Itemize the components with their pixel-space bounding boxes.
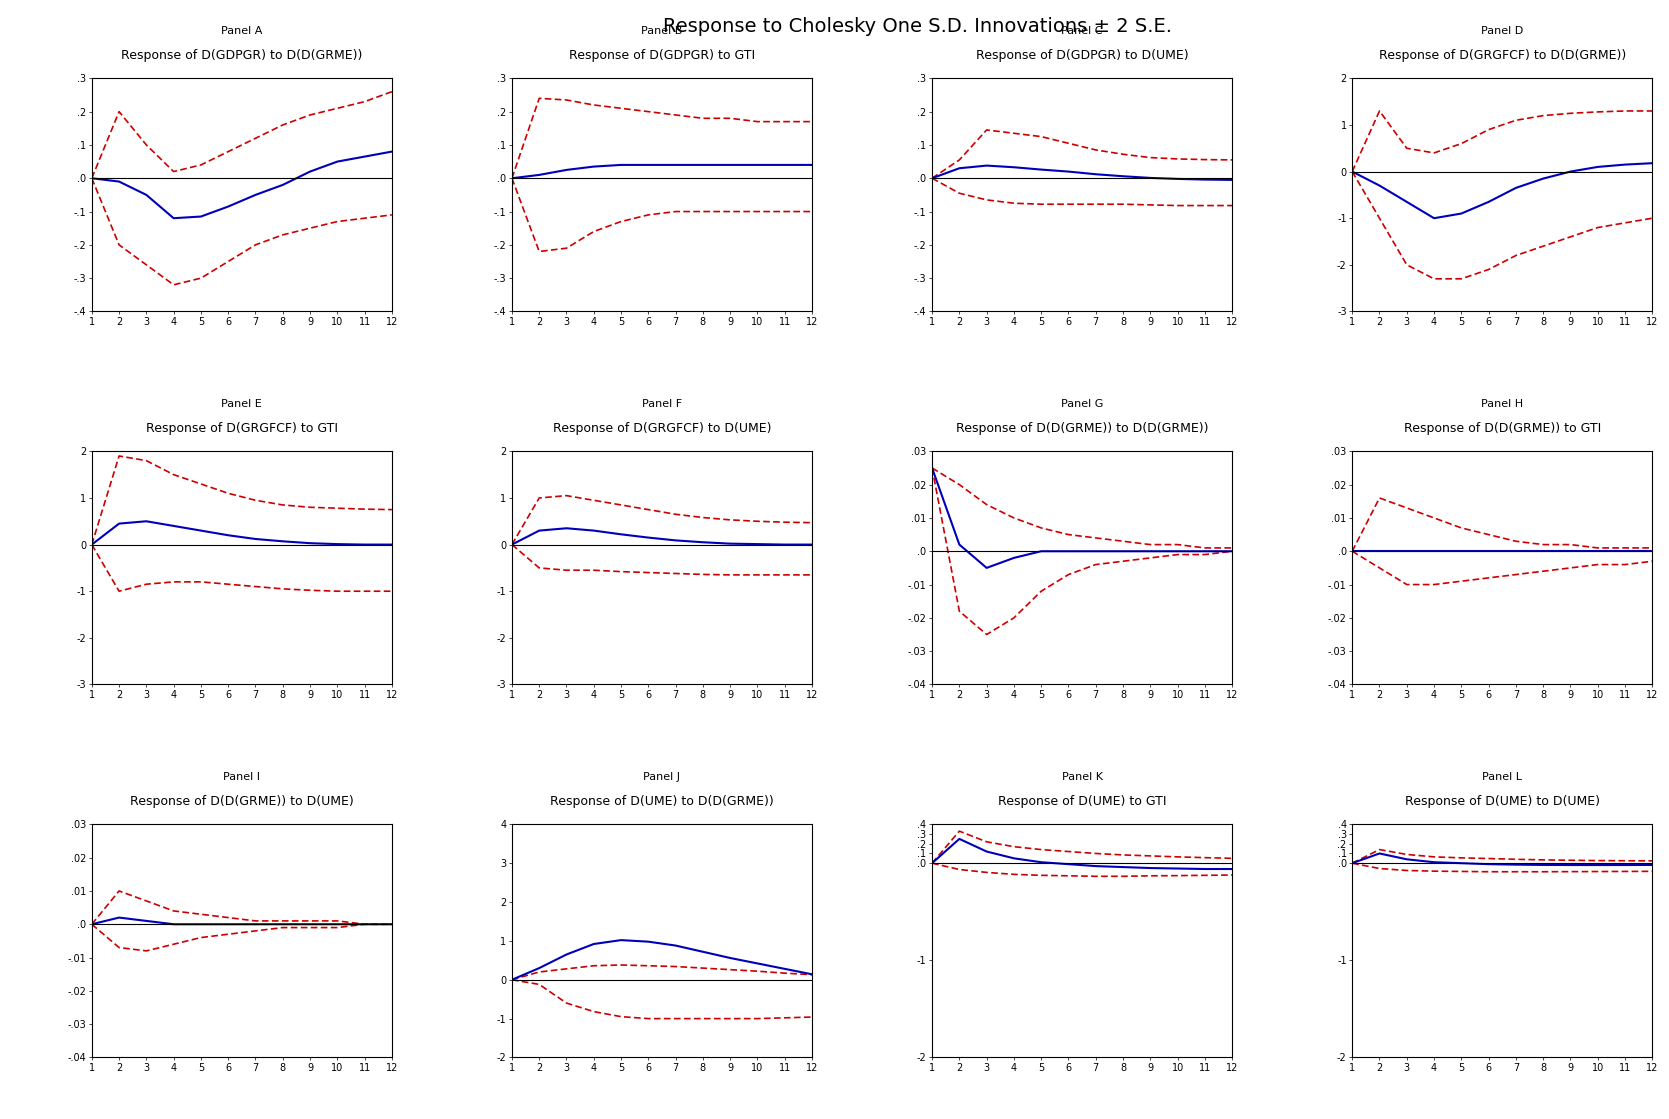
Text: Panel G: Panel G xyxy=(1061,399,1103,410)
Text: Panel H: Panel H xyxy=(1480,399,1524,410)
Text: Response to Cholesky One S.D. Innovations ± 2 S.E.: Response to Cholesky One S.D. Innovation… xyxy=(664,17,1172,36)
Title: Response of D(GRGFCF) to D(UME): Response of D(GRGFCF) to D(UME) xyxy=(552,422,771,435)
Title: Response of D(D(GRME)) to D(UME): Response of D(D(GRME)) to D(UME) xyxy=(130,794,354,808)
Text: Panel L: Panel L xyxy=(1482,772,1522,782)
Text: Panel J: Panel J xyxy=(644,772,681,782)
Text: Panel F: Panel F xyxy=(643,399,683,410)
Title: Response of D(GRGFCF) to D(D(GRME)): Response of D(GRGFCF) to D(D(GRME)) xyxy=(1379,49,1626,62)
Title: Response of D(UME) to D(D(GRME)): Response of D(UME) to D(D(GRME)) xyxy=(551,794,774,808)
Title: Response of D(UME) to D(UME): Response of D(UME) to D(UME) xyxy=(1405,794,1601,808)
Title: Response of D(UME) to GTI: Response of D(UME) to GTI xyxy=(998,794,1167,808)
Text: Panel B: Panel B xyxy=(641,27,683,36)
Title: Response of D(D(GRME)) to GTI: Response of D(D(GRME)) to GTI xyxy=(1404,422,1601,435)
Title: Response of D(GDPGR) to D(UME): Response of D(GDPGR) to D(UME) xyxy=(976,49,1188,62)
Text: Panel C: Panel C xyxy=(1061,27,1103,36)
Title: Response of D(D(GRME)) to D(D(GRME)): Response of D(D(GRME)) to D(D(GRME)) xyxy=(956,422,1208,435)
Title: Response of D(GRGFCF) to GTI: Response of D(GRGFCF) to GTI xyxy=(145,422,337,435)
Title: Response of D(GDPGR) to GTI: Response of D(GDPGR) to GTI xyxy=(569,49,754,62)
Text: Panel D: Panel D xyxy=(1480,27,1524,36)
Text: Panel I: Panel I xyxy=(224,772,260,782)
Text: Panel E: Panel E xyxy=(222,399,262,410)
Text: Panel K: Panel K xyxy=(1061,772,1103,782)
Title: Response of D(GDPGR) to D(D(GRME)): Response of D(GDPGR) to D(D(GRME)) xyxy=(122,49,362,62)
Text: Panel A: Panel A xyxy=(222,27,262,36)
